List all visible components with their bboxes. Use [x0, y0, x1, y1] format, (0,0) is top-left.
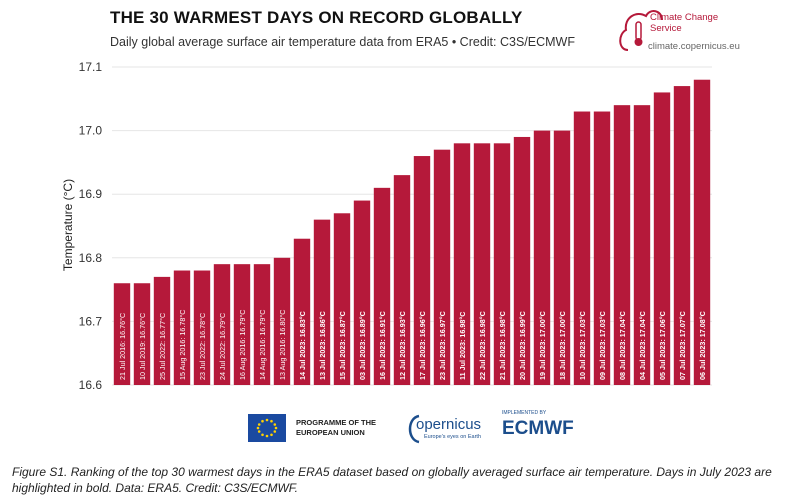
- bar[interactable]: [233, 264, 251, 385]
- y-tick-label: 16.9: [79, 187, 103, 201]
- bar-label: 10 Jul 2019: 16.76°C: [138, 313, 147, 380]
- bar[interactable]: [193, 270, 211, 385]
- bar[interactable]: [433, 149, 451, 385]
- bar-label: 11 Jul 2023: 16.98°C: [458, 312, 467, 380]
- thermometer-icon: [619, 10, 663, 51]
- bar[interactable]: [253, 264, 271, 385]
- logo-name: Climate Change Service: [650, 12, 719, 34]
- bar-label: 05 Jul 2023: 17.06°C: [658, 311, 667, 380]
- bar[interactable]: [573, 111, 591, 386]
- ecmwf-logo: ECMWF: [502, 418, 574, 439]
- bar-label: 04 Jul 2023: 17.04°C: [638, 311, 647, 380]
- bar[interactable]: [293, 238, 311, 385]
- bar-label: 19 Jul 2023: 17.00°C: [538, 311, 547, 380]
- bar[interactable]: [133, 283, 151, 385]
- y-tick-label: 16.7: [79, 314, 103, 328]
- y-axis-label: Temperature (°C): [61, 179, 75, 271]
- bar-label: 17 Jul 2023: 16.96°C: [418, 311, 427, 380]
- bar-label: 09 Jul 2023: 17.03°C: [598, 311, 607, 380]
- figure-caption: Figure S1. Ranking of the top 30 warmest…: [12, 465, 772, 495]
- bar-label: 18 Jul 2023: 17.00°C: [558, 311, 567, 380]
- bar[interactable]: [273, 257, 291, 385]
- bar[interactable]: [513, 136, 531, 385]
- bar-label: 23 Jul 2022: 16.78°C: [198, 313, 207, 380]
- bar[interactable]: [413, 156, 431, 385]
- bar[interactable]: [593, 111, 611, 386]
- bar[interactable]: [653, 92, 671, 385]
- logo-url: climate.copernicus.eu: [648, 41, 740, 52]
- bar-label: 21 Jul 2016: 16.76°C: [118, 313, 127, 380]
- footer-logos: PROGRAMME OF THE EUROPEAN UNION opernicu…: [240, 410, 800, 450]
- bar-label: 14 Aug 2016: 16.79°C: [258, 310, 267, 380]
- ecmwf-implemented-by: IMPLEMENTED BY: [502, 410, 547, 416]
- eu-programme-text: PROGRAMME OF THE EUROPEAN UNION: [296, 418, 376, 437]
- bar-label: 15 Aug 2016: 16.78°C: [178, 310, 187, 380]
- bar[interactable]: [553, 130, 571, 385]
- bar[interactable]: [673, 86, 691, 385]
- chart-title: THE 30 WARMEST DAYS ON RECORD GLOBALLY: [110, 8, 523, 27]
- bar[interactable]: [153, 276, 171, 385]
- copernicus-logo-icon: [408, 414, 420, 444]
- copernicus-subtext: Europe's eyes on Earth: [424, 434, 482, 440]
- y-tick-label: 17.1: [79, 60, 103, 74]
- bar[interactable]: [373, 187, 391, 385]
- bar-label: 16 Jul 2023: 16.91°C: [378, 311, 387, 380]
- bar[interactable]: [493, 143, 511, 385]
- bar[interactable]: [453, 143, 471, 385]
- bar-label: 16 Aug 2016: 16.79°C: [238, 310, 247, 380]
- y-tick-label: 17.0: [79, 124, 103, 138]
- copernicus-text: opernicus: [416, 416, 482, 433]
- bar[interactable]: [353, 200, 371, 385]
- bar[interactable]: [113, 283, 131, 385]
- y-tick-label: 16.6: [79, 378, 103, 392]
- chart-subtitle: Daily global average surface air tempera…: [110, 35, 575, 49]
- bar[interactable]: [473, 143, 491, 385]
- bar-label: 24 Jul 2022: 16.79°C: [218, 313, 227, 380]
- bar[interactable]: [613, 105, 631, 385]
- bar-label: 10 Jul 2023: 17.03°C: [578, 311, 587, 380]
- bar-label: 07 Jul 2023: 17.07°C: [678, 311, 687, 380]
- bar-label: 13 Aug 2016: 16.80°C: [278, 310, 287, 380]
- bar[interactable]: [633, 105, 651, 385]
- gridlines: [112, 66, 712, 386]
- bar-label: 14 Jul 2023: 16.83°C: [298, 311, 307, 380]
- bar-label: 25 Jul 2022: 16.77°C: [158, 313, 167, 380]
- bar[interactable]: [313, 219, 331, 385]
- bar-label: 23 Jul 2023: 16.97°C: [438, 311, 447, 380]
- bar[interactable]: [693, 79, 711, 385]
- bar-label: 03 Jul 2023: 16.89°C: [358, 311, 367, 380]
- bar[interactable]: [213, 264, 231, 385]
- bar[interactable]: [393, 175, 411, 385]
- bar-label: 15 Jul 2023: 16.87°C: [338, 311, 347, 380]
- y-tick-label: 16.8: [79, 251, 103, 265]
- bar-labels: 21 Jul 2016: 16.76°C 10 Jul 2019: 16.76°C…: [118, 310, 707, 380]
- climate-change-service-logo[interactable]: [616, 4, 796, 56]
- bar-label: 12 Jul 2023: 16.93°C: [398, 311, 407, 380]
- bar-label: 13 Jul 2023: 16.86°C: [318, 311, 327, 380]
- bar-label: 22 Jul 2023: 16.98°C: [478, 311, 487, 380]
- bar-label: 21 Jul 2023: 16.98°C: [498, 311, 507, 380]
- bar[interactable]: [173, 270, 191, 385]
- bar-label: 06 Jul 2023: 17.08°C: [698, 311, 707, 380]
- y-axis-ticks: 16.6 16.7 16.8 16.9 17.0 17.1: [79, 60, 103, 392]
- bar-label: 08 Jul 2023: 17.04°C: [618, 311, 627, 380]
- bar-label: 20 Jul 2023: 16.99°C: [518, 311, 527, 380]
- bar[interactable]: [333, 213, 351, 385]
- eu-flag-icon: [248, 414, 286, 442]
- bars: [113, 79, 711, 386]
- bar-chart: 16.6 16.7 16.8 16.9 17.0 17.1 21 Jul 2016: 16…: [61, 60, 712, 392]
- bar[interactable]: [533, 130, 551, 385]
